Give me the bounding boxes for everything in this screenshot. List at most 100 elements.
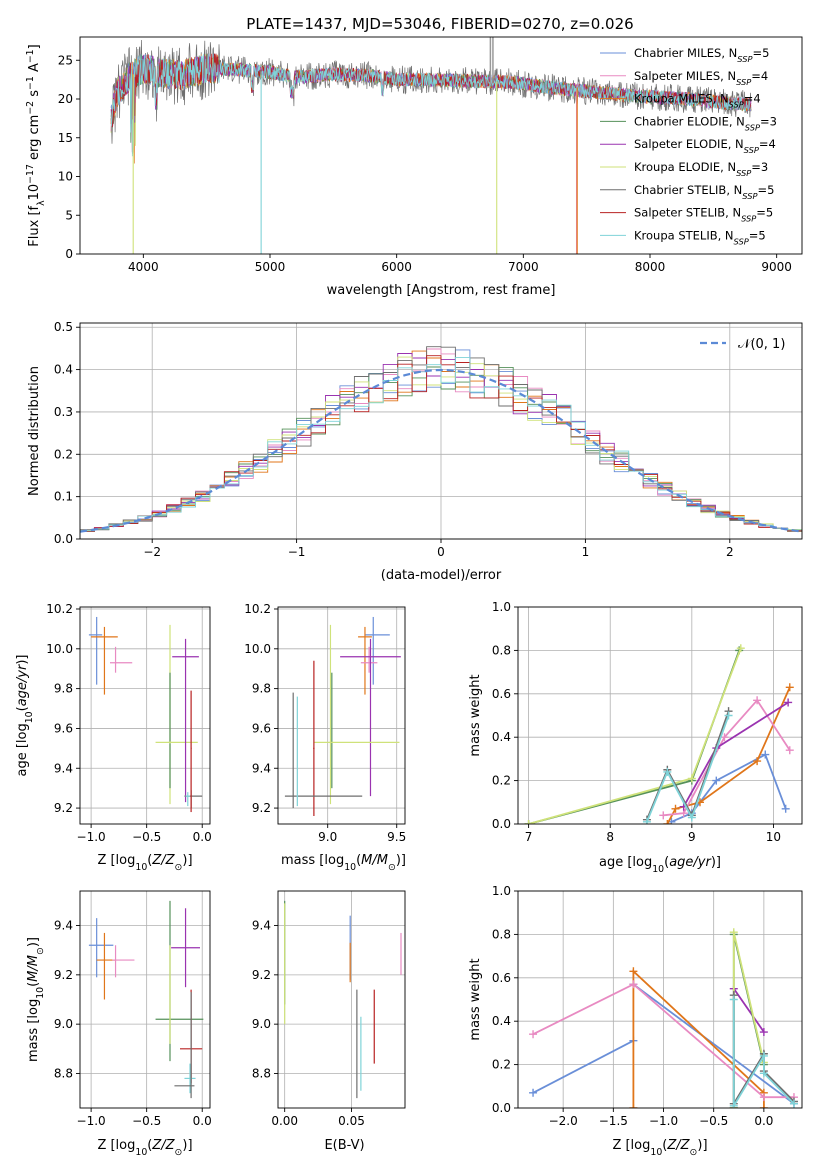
y-tick-label: 9.2 [252,968,271,982]
plus-marker [784,698,793,707]
y-axis-label-part: ( [26,982,41,987]
plus-marker [789,1099,798,1108]
x-axis-label: E(B-V) [324,1138,364,1153]
weight-line [632,983,795,1105]
x-tick-label: −2 [143,545,161,559]
y-axis-label-part: ] [27,44,42,49]
y-axis-label-part: )] [26,937,41,947]
y-axis-label-part: erg cm [27,115,42,164]
x-tick-label: 0 [437,545,445,559]
plot-area-residuals [80,346,802,539]
y-tick-label: 9.4 [252,761,271,775]
legend-label-part: Kroupa MILES, N [634,92,729,106]
y-tick-label: 0.4 [492,730,511,744]
x-tick-label: 2 [726,545,734,559]
y-tick-label: 10.2 [244,602,271,616]
plot-area-spectrum [110,37,752,254]
normal-curve [80,368,802,533]
legend-label-part: SSP [729,100,744,110]
y-tick-label: 1.0 [492,884,511,898]
x-tick-label: 0.0 [193,1114,212,1128]
x-axis-label-part: 10 [135,1147,147,1158]
y-tick-label: 9.0 [54,1017,73,1031]
plus-marker [729,928,738,937]
y-axis-label-part: A [27,63,42,76]
y-axis-label-part: )] [15,654,30,664]
y-tick-label: 8.8 [252,1066,271,1080]
axes-frame [517,890,803,1109]
plus-marker [629,967,638,976]
x-axis-label-part: Z [log [97,1138,135,1153]
plot-area-weight_vs_Z [529,928,798,1108]
plus-marker [529,1088,538,1097]
x-axis-label-part: M/M [361,853,388,868]
x-axis-label-part: 10 [344,862,356,873]
y-axis-label-part: −2 [25,101,36,115]
plot-area-mass_vs_ebv [284,900,402,1099]
plus-marker [759,1028,768,1037]
axes-mass_vs_Z: −1.0 −0.5 0.08.89.09.29.4Z [log10(Z/Z⊙)]ma… [26,890,212,1158]
plot-area-weight_vs_age [524,644,794,824]
legend-label: Chabrier STELIB, NSSP=5 [634,183,774,201]
spectrum-line [110,53,752,157]
legend-label: Kroupa ELODIE, NSSP=3 [634,160,768,178]
axes-weight_vs_Z: −2.0 −1.5 −1.0 −0.5 0.0 0.0 0.2 0.4 0.6 0.8 1.0 Z [… [468,884,803,1158]
axes-age_vs_Z: −1.0 −0.5 0.09.29.49.69.810.010.2Z [log10(… [15,602,212,873]
x-tick-label: 4000 [128,260,159,274]
x-tick-label: 0.00 [271,1114,298,1128]
y-tick-label: 10.2 [46,602,73,616]
plus-marker [759,1093,768,1102]
histogram-series [80,355,802,539]
plus-marker [712,776,721,785]
y-axis-label-part: 10 [27,184,42,201]
legend-label-part: SSP [741,214,756,224]
plus-marker [753,757,762,766]
y-tick-label: 0.4 [492,1014,511,1028]
x-axis-label-part: Z [log [612,1138,650,1153]
y-axis-label-part: M/M [26,955,41,982]
x-axis-label-part: mass [log [281,853,344,868]
y-tick-label: 9.4 [252,919,271,933]
axes-spectrum: 4000 5000 6000 7000 8000 9000 0 5 10 15 20 25 wavele… [25,36,803,298]
plus-marker [529,1030,538,1039]
y-tick-label: 0.8 [492,927,511,941]
x-axis-label: Z [log10(Z/Z⊙)] [97,853,192,873]
legend-label-part: =5 [756,206,773,220]
plus-marker [663,820,672,824]
x-axis-label: Z [log10(Z/Z⊙)] [97,1138,192,1158]
legend-label-part: Kroupa ELODIE, N [634,160,736,174]
x-tick-label: 10 [766,830,781,844]
y-axis-label: mass weight [468,674,483,756]
legend-label-part: Kroupa STELIB, N [634,228,734,242]
y-tick-label: 0.1 [54,490,73,504]
legend-label-part: =5 [757,183,774,197]
x-axis-label-part: Z [log [97,853,135,868]
y-axis-label: mass weight [468,958,483,1040]
legend-label-part: Salpeter ELODIE, N [634,137,744,151]
y-axis-label-part: ⊙ [35,947,46,955]
legend-label-part: =5 [749,228,766,242]
x-axis-label-part: ( [356,853,361,868]
x-axis-label-part: ( [147,853,152,868]
y-axis-label: Flux [fλ10−17 erg cm−2 s−1 A−1] [25,44,47,246]
y-tick-label: 9.6 [54,721,73,735]
y-tick-label: 25 [58,53,73,67]
y-tick-label: 10 [58,170,73,184]
axes-age_vs_mass: 9.0 9.5 9.2 9.4 9.6 9.8 10.0 10.2 mass [log10(M/… [244,602,406,873]
plus-marker [729,1101,738,1108]
x-tick-label: −0.5 [699,1114,728,1128]
x-tick-label: 0.0 [754,1114,773,1128]
x-tick-label: 9.0 [318,830,337,844]
y-tick-label: 1.0 [492,600,511,614]
x-tick-label: 1 [582,545,590,559]
axes-frame [277,606,406,825]
legend-label-part: =4 [751,69,768,83]
x-axis-label-part: ⊙ [388,862,396,873]
y-axis-label-part: −1 [25,49,36,63]
x-tick-label: −1.0 [77,830,106,844]
plus-marker [759,1069,768,1078]
y-tick-label: 0 [65,247,73,261]
x-axis-label-part: )] [396,853,406,868]
y-tick-label: 0.0 [492,1101,511,1115]
